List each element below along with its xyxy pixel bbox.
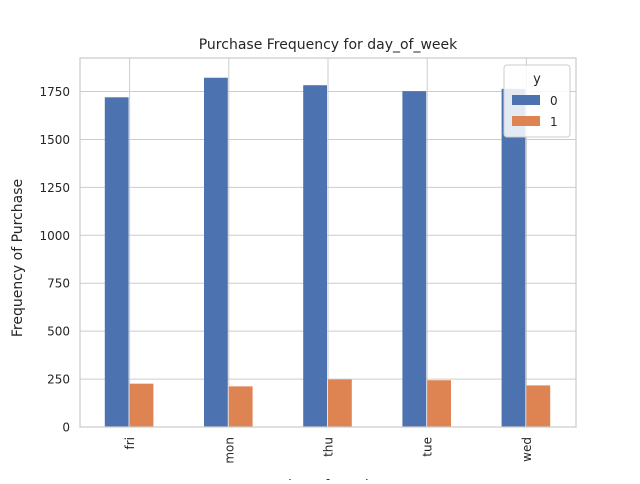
legend-label-0: 0 [550,94,558,108]
y-axis-label: Frequency of Purchase [10,179,26,337]
bar-series-1-thu [328,379,352,427]
y-tick-label: 250 [47,373,70,387]
bar-series-1-wed [526,385,551,427]
chart-title: Purchase Frequency for day_of_week [199,37,458,53]
bar-series-0-wed [501,88,526,427]
y-tick-label: 750 [47,277,70,291]
y-tick-label: 1500 [39,133,70,147]
y-tick-label: 1000 [39,229,70,243]
legend-title: y [533,72,541,87]
grid [80,58,576,428]
bar-series-0-mon [204,77,228,427]
bar-series-1-tue [427,380,451,427]
y-tick-label: 1750 [39,85,70,99]
bars [104,77,551,428]
bar-series-0-fri [104,97,129,427]
x-tick-label: thu [322,437,336,457]
legend-label-1: 1 [550,115,558,129]
y-tick-label: 0 [62,421,70,435]
legend-swatch-1 [512,116,540,126]
bar-series-1-fri [129,383,154,427]
axes: 0 250 500 750 1000 1250 1500 1750 fri mon thu tue we… [39,57,577,464]
x-tick-label: mon [222,437,236,464]
legend: y0 1 [503,64,571,138]
y-tick-label: 500 [47,325,70,339]
bar-series-1-mon [228,386,253,427]
x-tick-label: tue [421,437,435,457]
bar-series-0-thu [303,85,327,428]
bar-series-0-tue [402,91,427,427]
y-tick-label: 1250 [39,181,70,195]
plot-frame [79,57,577,428]
x-tick-label: fri [123,437,137,450]
legend-swatch-0 [512,95,540,105]
x-tick-label: wed [520,437,534,462]
